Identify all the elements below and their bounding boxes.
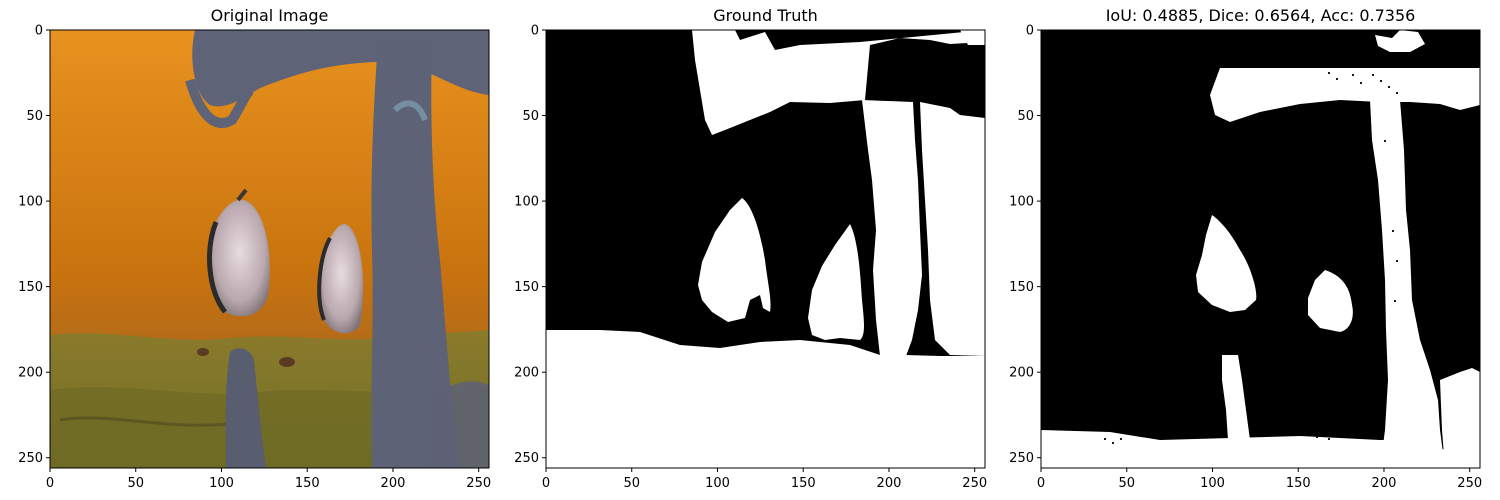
x-tick-label: 150 xyxy=(1286,476,1311,491)
y-tick-label: 250 xyxy=(514,451,539,466)
y-tick-label: 250 xyxy=(1009,451,1034,466)
y-tick-label: 100 xyxy=(514,195,539,210)
y-tick-label: 0 xyxy=(35,24,43,39)
y-tick-label: 100 xyxy=(1009,195,1034,210)
x-tick-label: 100 xyxy=(1200,476,1225,491)
prediction-mask xyxy=(1041,30,1480,468)
y-tick-label: 200 xyxy=(18,366,43,381)
y-tick-label: 50 xyxy=(522,109,539,124)
ground-truth-mask xyxy=(546,30,985,468)
panel-title: Ground Truth xyxy=(713,6,818,25)
y-tick-label: 150 xyxy=(1009,280,1034,295)
x-tick-label: 0 xyxy=(46,476,54,491)
y-tick-label: 200 xyxy=(514,366,539,381)
y-tick-label: 150 xyxy=(514,280,539,295)
fish-icon xyxy=(317,224,364,334)
panel-original-image: Original Image xyxy=(18,6,491,491)
x-tick-label: 200 xyxy=(381,476,406,491)
x-tick-label: 100 xyxy=(209,476,234,491)
y-tick-label: 200 xyxy=(1009,366,1034,381)
x-tick-label: 0 xyxy=(1037,476,1045,491)
x-tick-label: 150 xyxy=(295,476,320,491)
y-tick-label: 0 xyxy=(531,24,539,39)
x-tick-label: 150 xyxy=(791,476,816,491)
y-tick-label: 50 xyxy=(1017,109,1034,124)
y-tick-label: 150 xyxy=(18,280,43,295)
axes-frame xyxy=(1040,29,1481,469)
fish-icon xyxy=(207,188,270,317)
x-tick-label: 50 xyxy=(127,476,144,491)
x-tick-label: 0 xyxy=(542,476,550,491)
x-tick-label: 50 xyxy=(623,476,640,491)
y-tick-label: 0 xyxy=(1026,24,1034,39)
panel-title: Original Image xyxy=(211,6,329,25)
x-tick-label: 50 xyxy=(1118,476,1135,491)
x-tick-label: 250 xyxy=(962,476,987,491)
y-tick-label: 50 xyxy=(26,109,43,124)
panel-prediction: IoU: 0.4885, Dice: 0.6564, Acc: 0.7356 xyxy=(1009,6,1482,491)
x-tick-label: 200 xyxy=(1372,476,1397,491)
x-tick-label: 250 xyxy=(466,476,491,491)
panel-ground-truth: Ground Truth 0 50 100 150 200 250 0 50 100 150 20… xyxy=(514,6,987,491)
y-tick-label: 250 xyxy=(18,451,43,466)
x-tick-label: 250 xyxy=(1457,476,1482,491)
panel-title: IoU: 0.4885, Dice: 0.6564, Acc: 0.7356 xyxy=(1106,6,1416,25)
axes-frame xyxy=(545,29,986,469)
original-image xyxy=(50,30,489,468)
x-tick-label: 100 xyxy=(705,476,730,491)
axes-frame xyxy=(49,29,490,469)
y-tick-label: 100 xyxy=(18,195,43,210)
x-tick-label: 200 xyxy=(877,476,902,491)
